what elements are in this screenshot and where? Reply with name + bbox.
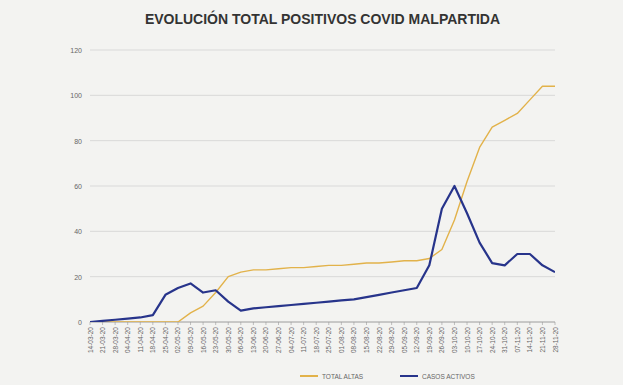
- y-tick-label: 20: [74, 274, 82, 281]
- x-tick-label: 14-11-20: [526, 327, 533, 353]
- x-tick-label: 08-08-20: [350, 327, 357, 353]
- x-tick: [529, 322, 530, 325]
- y-tick-label: 80: [74, 138, 82, 145]
- x-tick-label: 15-08-20: [363, 327, 370, 353]
- grid-line: [90, 95, 555, 96]
- y-tick-label: 60: [74, 183, 82, 190]
- x-tick-label: 02-05-20: [174, 327, 181, 353]
- x-tick: [555, 322, 556, 325]
- x-tick: [366, 322, 367, 325]
- chart: EVOLUCIÓN TOTAL POSITIVOS COVID MALPARTI…: [0, 0, 623, 385]
- x-tick: [102, 322, 103, 325]
- x-tick: [341, 322, 342, 325]
- x-tick: [454, 322, 455, 325]
- x-tick-label: 27-06-20: [275, 327, 282, 353]
- x-tick-label: 14-03-20: [87, 327, 94, 353]
- x-tick-label: 20-06-20: [262, 327, 269, 353]
- plot-area: [90, 86, 555, 322]
- x-tick-label: 22-08-20: [376, 327, 383, 353]
- x-tick: [353, 322, 354, 325]
- x-tick: [479, 322, 480, 325]
- x-tick: [291, 322, 292, 325]
- x-tick-label: 19-09-20: [426, 327, 433, 353]
- x-tick: [90, 322, 91, 325]
- x-tick-label: 04-07-20: [288, 327, 295, 353]
- x-tick: [492, 322, 493, 325]
- x-tick: [265, 322, 266, 325]
- x-tick-label: 06-06-20: [237, 327, 244, 353]
- y-tick-label: 0: [78, 319, 82, 326]
- x-tick-label: 01-08-20: [338, 327, 345, 353]
- x-tick: [328, 322, 329, 325]
- x-tick-label: 28-11-20: [552, 327, 559, 353]
- x-tick-label: 07-11-20: [514, 327, 521, 353]
- x-tick-label: 09-05-20: [187, 327, 194, 353]
- x-tick: [190, 322, 191, 325]
- x-tick-label: 23-05-20: [212, 327, 219, 353]
- x-tick: [404, 322, 405, 325]
- x-tick-label: 12-09-20: [413, 327, 420, 353]
- x-tick: [278, 322, 279, 325]
- x-tick-label: 25-04-20: [162, 327, 169, 353]
- legend-swatch: [300, 375, 318, 377]
- x-tick: [203, 322, 204, 325]
- x-tick-label: 21-11-20: [539, 327, 546, 353]
- x-tick-label: 10-10-20: [464, 327, 471, 353]
- grid-line: [90, 276, 555, 277]
- x-tick-label: 17-10-20: [476, 327, 483, 353]
- x-tick: [379, 322, 380, 325]
- x-tick-label: 11-07-20: [300, 327, 307, 353]
- background: [0, 0, 623, 385]
- x-tick: [303, 322, 304, 325]
- x-tick: [391, 322, 392, 325]
- x-tick: [542, 322, 543, 325]
- x-tick: [240, 322, 241, 325]
- legend-label: TOTAL ALTAS: [322, 373, 364, 380]
- x-tick: [115, 322, 116, 325]
- legend-swatch: [400, 375, 418, 377]
- x-tick: [177, 322, 178, 325]
- grid-line: [90, 186, 555, 187]
- x-tick: [215, 322, 216, 325]
- grid-line: [90, 140, 555, 141]
- grid-line: [90, 231, 555, 232]
- x-tick-label: 05-09-20: [401, 327, 408, 353]
- x-tick-label: 30-05-20: [225, 327, 232, 353]
- x-tick: [416, 322, 417, 325]
- x-tick-label: 28-03-20: [112, 327, 119, 353]
- x-tick: [228, 322, 229, 325]
- series-line: [90, 186, 555, 322]
- x-tick-label: 24-10-20: [489, 327, 496, 353]
- x-tick-label: 29-08-20: [388, 327, 395, 353]
- x-tick: [504, 322, 505, 325]
- x-tick-label: 03-10-20: [451, 327, 458, 353]
- y-tick-label: 120: [70, 47, 82, 54]
- x-tick-label: 25-07-20: [325, 327, 332, 353]
- grid-line: [90, 50, 555, 51]
- title: EVOLUCIÓN TOTAL POSITIVOS COVID MALPARTI…: [145, 10, 500, 27]
- x-tick: [253, 322, 254, 325]
- x-tick-label: 18-04-20: [149, 327, 156, 353]
- x-tick-label: 26-09-20: [438, 327, 445, 353]
- y-tick-label: 100: [70, 92, 82, 99]
- x-tick-label: 21-03-20: [99, 327, 106, 353]
- x-tick: [467, 322, 468, 325]
- x-tick-label: 13-06-20: [250, 327, 257, 353]
- x-tick: [127, 322, 128, 325]
- x-tick: [152, 322, 153, 325]
- x-tick-label: 31-10-20: [501, 327, 508, 353]
- x-tick: [441, 322, 442, 325]
- y-tick-label: 40: [74, 228, 82, 235]
- x-tick-label: 16-05-20: [200, 327, 207, 353]
- x-tick: [316, 322, 317, 325]
- x-tick: [429, 322, 430, 325]
- legend-label: CASOS ACTIVOS: [422, 373, 475, 380]
- x-tick-label: 18-07-20: [313, 327, 320, 353]
- x-tick: [517, 322, 518, 325]
- x-tick: [165, 322, 166, 325]
- x-tick: [140, 322, 141, 325]
- series-line: [90, 86, 555, 322]
- x-tick-label: 04-04-20: [124, 327, 131, 353]
- x-tick-label: 11-04-20: [137, 327, 144, 353]
